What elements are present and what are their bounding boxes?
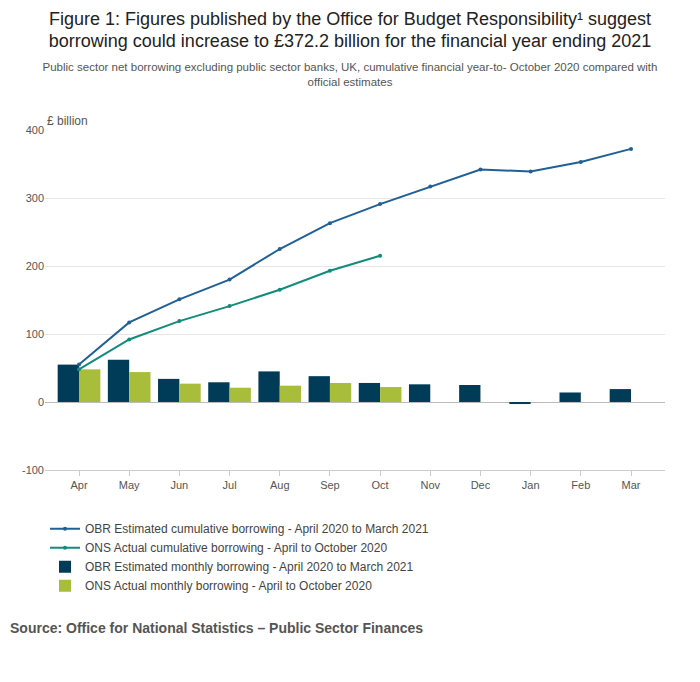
svg-text:ONS Actual monthly borrowing -: ONS Actual monthly borrowing - April to … — [85, 579, 372, 593]
html-text:Figure 1: Figures published by: Figure 1: Figures published by the Offic… — [48, 9, 652, 51]
svg-text:OBR Estimated cumulative borro: OBR Estimated cumulative borrowing - Apr… — [85, 522, 429, 536]
svg-text:Feb: Feb — [571, 479, 590, 491]
svg-text:Jun: Jun — [170, 479, 188, 491]
svg-text:Jul: Jul — [223, 479, 237, 491]
svg-text:100: 100 — [26, 328, 44, 340]
svg-text:Aug: Aug — [270, 479, 290, 491]
svg-text:£ billion: £ billion — [47, 114, 88, 128]
html-text:Source: Office for National St: Source: Office for National Statistics –… — [10, 620, 424, 636]
svg-text:ONS Actual cumulative borrowin: ONS Actual cumulative borrowing - April … — [85, 541, 387, 555]
svg-text:Dec: Dec — [471, 479, 491, 491]
svg-text:OBR Estimated monthly borrowin: OBR Estimated monthly borrowing - April … — [85, 560, 413, 574]
svg-text:0: 0 — [38, 396, 44, 408]
svg-text:300: 300 — [26, 192, 44, 204]
svg-text:-100: -100 — [22, 464, 44, 476]
svg-text:Mar: Mar — [622, 479, 641, 491]
svg-text:Nov: Nov — [420, 479, 440, 491]
svg-text:Apr: Apr — [70, 479, 87, 491]
svg-text:400: 400 — [26, 124, 44, 136]
svg-text:200: 200 — [26, 260, 44, 272]
svg-text:Sep: Sep — [320, 479, 340, 491]
svg-text:Oct: Oct — [372, 479, 389, 491]
svg-text:May: May — [119, 479, 140, 491]
html-text:Public sector net borrowing ex: Public sector net borrowing excluding pu… — [42, 61, 658, 88]
svg-text:Jan: Jan — [522, 479, 540, 491]
